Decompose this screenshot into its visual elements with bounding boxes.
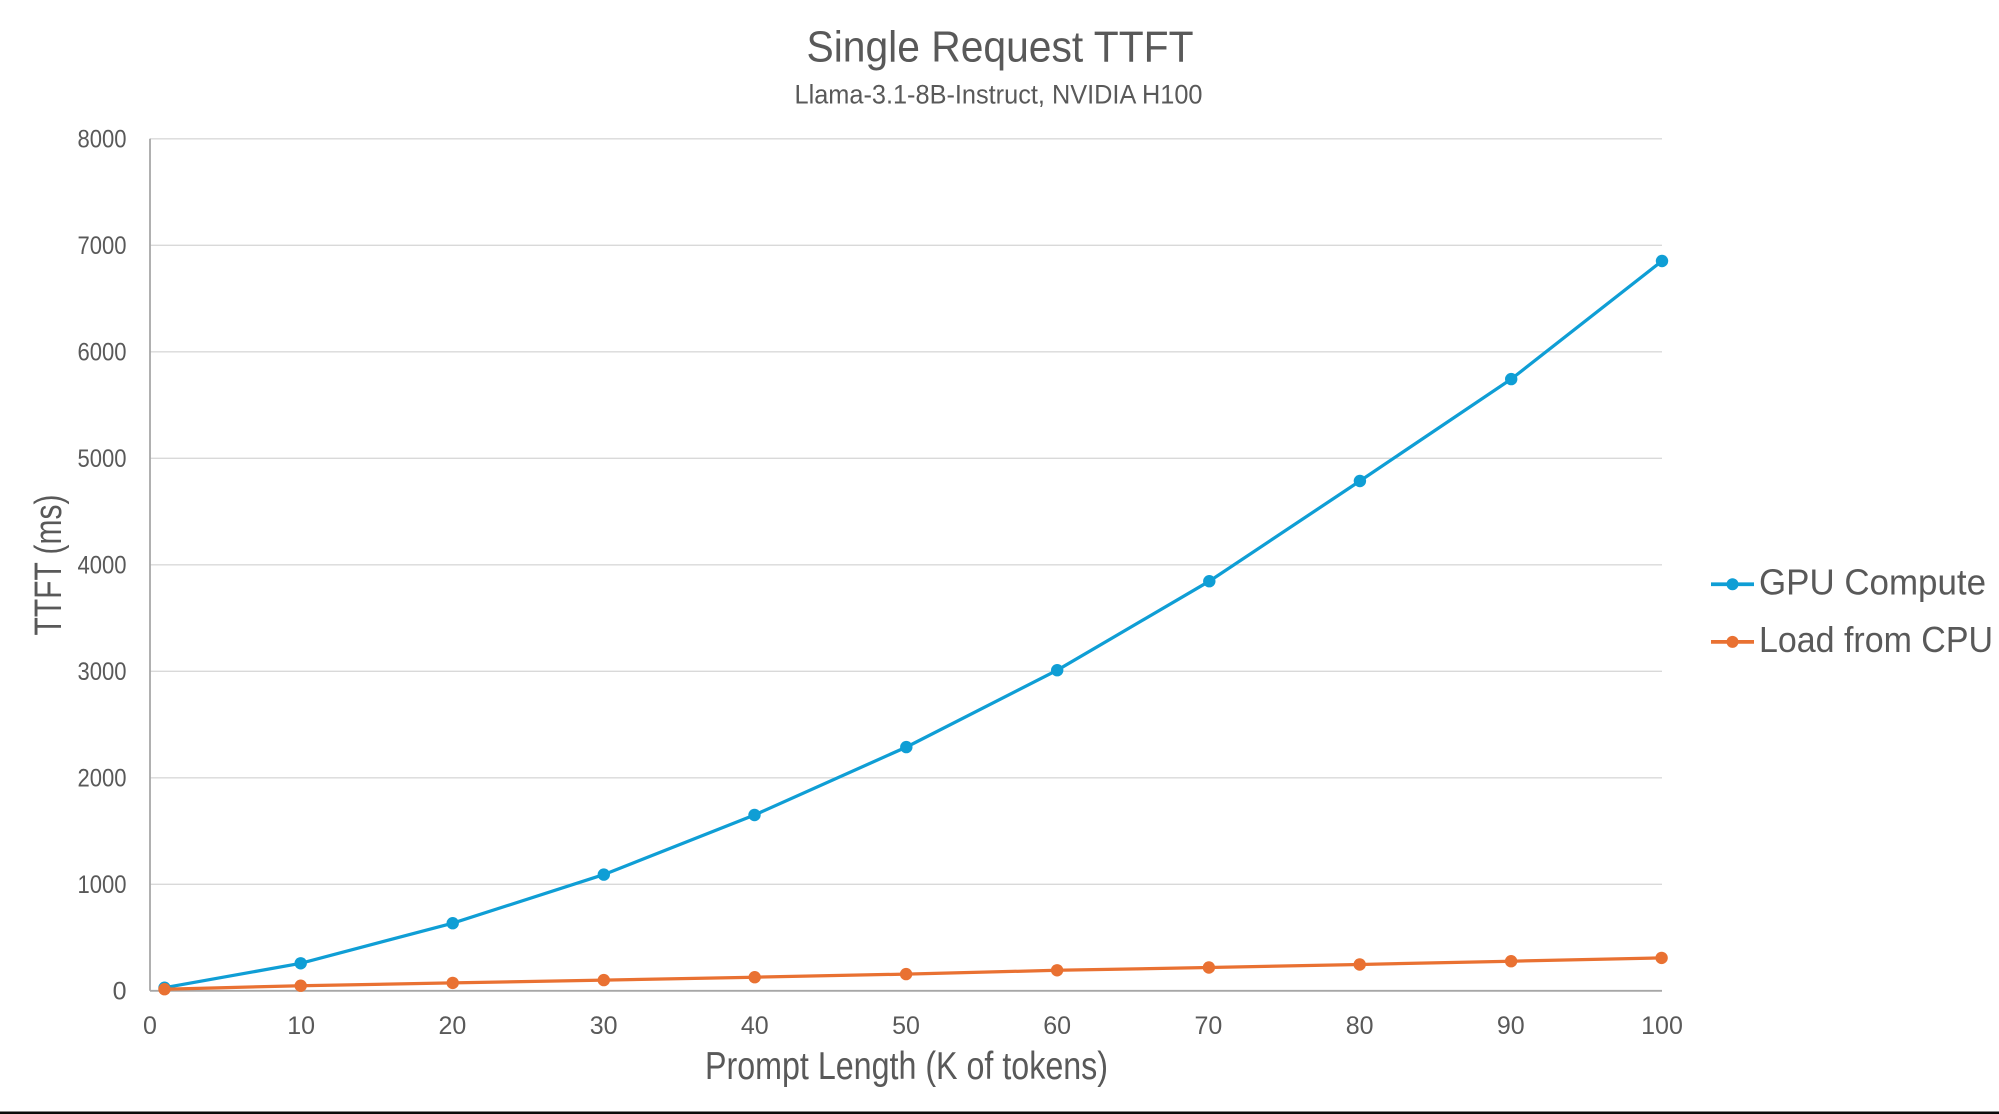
svg-text:0: 0: [143, 1012, 157, 1040]
svg-text:Llama-3.1-8B-Instruct, NVIDIA: Llama-3.1-8B-Instruct, NVIDIA H100: [795, 79, 1203, 109]
svg-text:0: 0: [113, 978, 127, 1006]
svg-text:80: 80: [1346, 1012, 1374, 1040]
svg-text:8000: 8000: [78, 126, 127, 154]
svg-text:30: 30: [590, 1012, 618, 1040]
svg-text:40: 40: [741, 1012, 769, 1040]
svg-text:Single Request TTFT: Single Request TTFT: [807, 23, 1194, 72]
svg-text:70: 70: [1194, 1012, 1222, 1040]
svg-text:5000: 5000: [78, 445, 127, 473]
svg-text:2000: 2000: [78, 765, 127, 793]
svg-text:1000: 1000: [78, 871, 127, 899]
svg-text:90: 90: [1497, 1012, 1525, 1040]
svg-text:100: 100: [1641, 1012, 1683, 1040]
svg-text:20: 20: [438, 1012, 466, 1040]
svg-text:GPU Compute: GPU Compute: [1759, 562, 1986, 603]
svg-text:6000: 6000: [78, 339, 127, 367]
svg-text:50: 50: [892, 1012, 920, 1040]
svg-text:3000: 3000: [78, 658, 127, 686]
svg-text:60: 60: [1043, 1012, 1071, 1040]
svg-text:Prompt Length (K of tokens): Prompt Length (K of tokens): [705, 1045, 1108, 1088]
svg-text:TTFT (ms): TTFT (ms): [28, 495, 70, 636]
svg-text:Load from CPU: Load from CPU: [1759, 619, 1993, 660]
svg-text:10: 10: [287, 1012, 315, 1040]
svg-text:4000: 4000: [78, 552, 127, 580]
svg-text:7000: 7000: [78, 232, 127, 260]
